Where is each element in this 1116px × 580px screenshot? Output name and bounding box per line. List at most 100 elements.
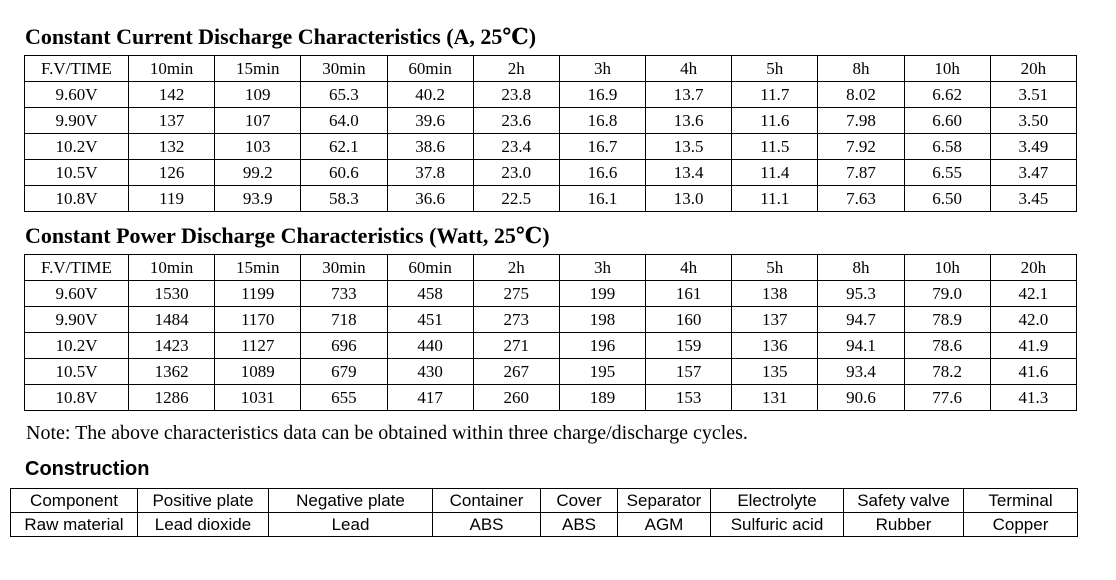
data-cell: Copper	[963, 512, 1078, 537]
data-cell: 37.8	[386, 159, 474, 186]
data-cell: 93.9	[214, 185, 302, 212]
data-cell: 16.9	[558, 81, 647, 108]
data-cell: Terminal	[963, 488, 1078, 513]
data-cell: 132	[127, 133, 216, 160]
column-header: 8h	[817, 55, 905, 82]
data-cell: 271	[472, 332, 560, 359]
table-row: 9.90V 137 107 64.0 39.6 23.6 16.8 13.6 11.6 7.98 6…	[24, 107, 1078, 134]
data-cell: 655	[300, 384, 388, 411]
data-cell: 65.3	[300, 81, 388, 108]
row-label-cell: 9.90V	[24, 306, 129, 333]
column-header: 2h	[472, 254, 560, 281]
data-cell: 119	[127, 185, 216, 212]
data-cell: 11.5	[731, 133, 819, 160]
data-cell: Sulfuric acid	[710, 512, 844, 537]
data-cell: 23.6	[472, 107, 560, 134]
table-row: Component Positive plate Negative plate Con…	[10, 488, 1078, 513]
data-cell: 451	[386, 306, 474, 333]
table-row: 10.5V 126 99.2 60.6 37.8 23.0 16.6 13.4 11.4 7.87…	[24, 159, 1078, 186]
data-cell: 126	[127, 159, 216, 186]
data-cell: 159	[645, 332, 733, 359]
data-cell: 64.0	[300, 107, 388, 134]
data-cell: 131	[731, 384, 819, 411]
data-cell: 16.1	[558, 185, 647, 212]
data-cell: 1127	[214, 332, 302, 359]
row-label-cell: Raw material	[10, 512, 138, 537]
data-cell: 679	[300, 358, 388, 385]
data-cell: 22.5	[472, 185, 560, 212]
data-cell: 13.4	[645, 159, 733, 186]
column-header: F.V/TIME	[24, 254, 129, 281]
data-cell: 41.6	[989, 358, 1078, 385]
data-cell: 6.55	[903, 159, 991, 186]
data-cell: 275	[472, 280, 560, 307]
data-cell: Electrolyte	[710, 488, 844, 513]
data-cell: 1031	[214, 384, 302, 411]
data-cell: 8.02	[817, 81, 905, 108]
row-label-cell: 10.5V	[24, 159, 129, 186]
table-row: Raw material Lead dioxide Lead ABS ABS AGM Sul…	[10, 512, 1078, 537]
column-header: 30min	[300, 55, 388, 82]
data-cell: Cover	[540, 488, 618, 513]
table-row: 9.60V 1530 1199 733 458 275 199 161 138 95.3 79.0 4…	[24, 280, 1078, 307]
row-label-cell: 9.60V	[24, 280, 129, 307]
table-row: 9.90V 1484 1170 718 451 273 198 160 137 94.7 78.9 4…	[24, 306, 1078, 333]
data-cell: 40.2	[386, 81, 474, 108]
table-row: 10.8V 119 93.9 58.3 36.6 22.5 16.1 13.0 11.1 7.63…	[24, 185, 1078, 212]
data-cell: 733	[300, 280, 388, 307]
data-cell: Rubber	[843, 512, 964, 537]
data-cell: Negative plate	[268, 488, 433, 513]
column-header: 60min	[386, 254, 474, 281]
data-cell: 7.98	[817, 107, 905, 134]
data-cell: Lead	[268, 512, 433, 537]
data-cell: 273	[472, 306, 560, 333]
power-discharge-table: F.V/TIME 10min 15min 30min 60min 2h 3h 4h 5h 8h 10…	[24, 254, 1078, 411]
data-cell: 189	[558, 384, 647, 411]
data-cell: 7.63	[817, 185, 905, 212]
data-cell: 6.62	[903, 81, 991, 108]
data-cell: 23.4	[472, 133, 560, 160]
data-cell: 62.1	[300, 133, 388, 160]
data-cell: 36.6	[386, 185, 474, 212]
data-cell: 42.1	[989, 280, 1078, 307]
data-cell: 13.0	[645, 185, 733, 212]
data-cell: 16.6	[558, 159, 647, 186]
data-cell: 3.45	[989, 185, 1078, 212]
data-cell: 78.2	[903, 358, 991, 385]
data-cell: 77.6	[903, 384, 991, 411]
data-cell: 6.50	[903, 185, 991, 212]
data-cell: 198	[558, 306, 647, 333]
table-row: 10.8V 1286 1031 655 417 260 189 153 131 90.6 77.6 4…	[24, 384, 1078, 411]
data-cell: 94.7	[817, 306, 905, 333]
column-header: 15min	[214, 254, 302, 281]
data-cell: 135	[731, 358, 819, 385]
table-row: 10.2V 132 103 62.1 38.6 23.4 16.7 13.5 11.5 7.92 6…	[24, 133, 1078, 160]
data-cell: 95.3	[817, 280, 905, 307]
data-cell: 1286	[127, 384, 216, 411]
column-header: 8h	[817, 254, 905, 281]
current-discharge-title: Constant Current Discharge Characteristi…	[25, 24, 537, 49]
data-cell: 1530	[127, 280, 216, 307]
data-cell: 11.6	[731, 107, 819, 134]
column-header: 3h	[558, 254, 647, 281]
data-cell: 11.1	[731, 185, 819, 212]
row-label-cell: 9.60V	[24, 81, 129, 108]
data-cell: 260	[472, 384, 560, 411]
column-header: 5h	[731, 55, 819, 82]
data-cell: 94.1	[817, 332, 905, 359]
column-header: 10min	[127, 254, 216, 281]
row-label-cell: 10.8V	[24, 185, 129, 212]
data-cell: 58.3	[300, 185, 388, 212]
data-cell: 42.0	[989, 306, 1078, 333]
data-cell: 109	[214, 81, 302, 108]
power-discharge-title: Constant Power Discharge Characteristics…	[25, 223, 550, 248]
table-row: 10.5V 1362 1089 679 430 267 195 157 135 93.4 78.2 4…	[24, 358, 1078, 385]
data-cell: 137	[127, 107, 216, 134]
data-cell: 7.87	[817, 159, 905, 186]
row-label-cell: 10.5V	[24, 358, 129, 385]
data-cell: 41.3	[989, 384, 1078, 411]
data-cell: 137	[731, 306, 819, 333]
data-cell: Lead dioxide	[137, 512, 269, 537]
data-cell: 1423	[127, 332, 216, 359]
data-cell: 430	[386, 358, 474, 385]
